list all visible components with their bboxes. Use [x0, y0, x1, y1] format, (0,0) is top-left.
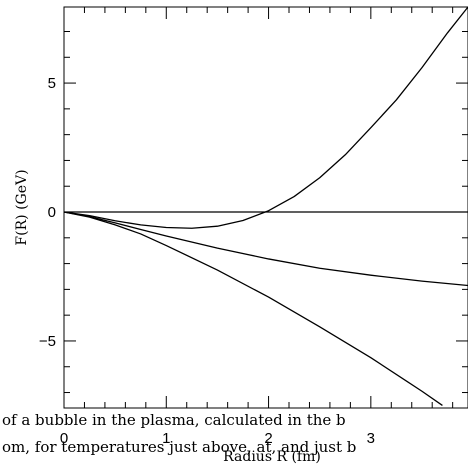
y-tick-label: −5	[39, 333, 56, 350]
y-tick-label: 0	[48, 204, 56, 221]
tick-marks	[63, 7, 468, 408]
x-tick-label: 2	[264, 430, 272, 447]
series-line-4	[63, 211, 443, 406]
series-group	[63, 6, 468, 406]
plot-area	[63, 6, 468, 409]
series-line-1	[63, 6, 468, 229]
x-axis-label: Radius R (fm)	[223, 449, 321, 465]
x-tick-label: 0	[60, 430, 68, 447]
caption-line-2: om, for temperatures just above, at, and…	[2, 438, 356, 456]
caption-line-1: of a bubble in the plasma, calculated in…	[2, 411, 346, 429]
plot-frame	[63, 6, 468, 409]
x-tick-label: 3	[367, 430, 375, 447]
x-tick-labels: 0 1 2 3	[60, 430, 375, 447]
y-tick-label: 5	[48, 75, 56, 92]
y-axis-label: F(R) (GeV)	[14, 169, 30, 245]
y-tick-labels: 5 0 −5	[39, 75, 56, 350]
series-line-3	[63, 211, 468, 287]
x-tick-label: 1	[162, 430, 170, 447]
